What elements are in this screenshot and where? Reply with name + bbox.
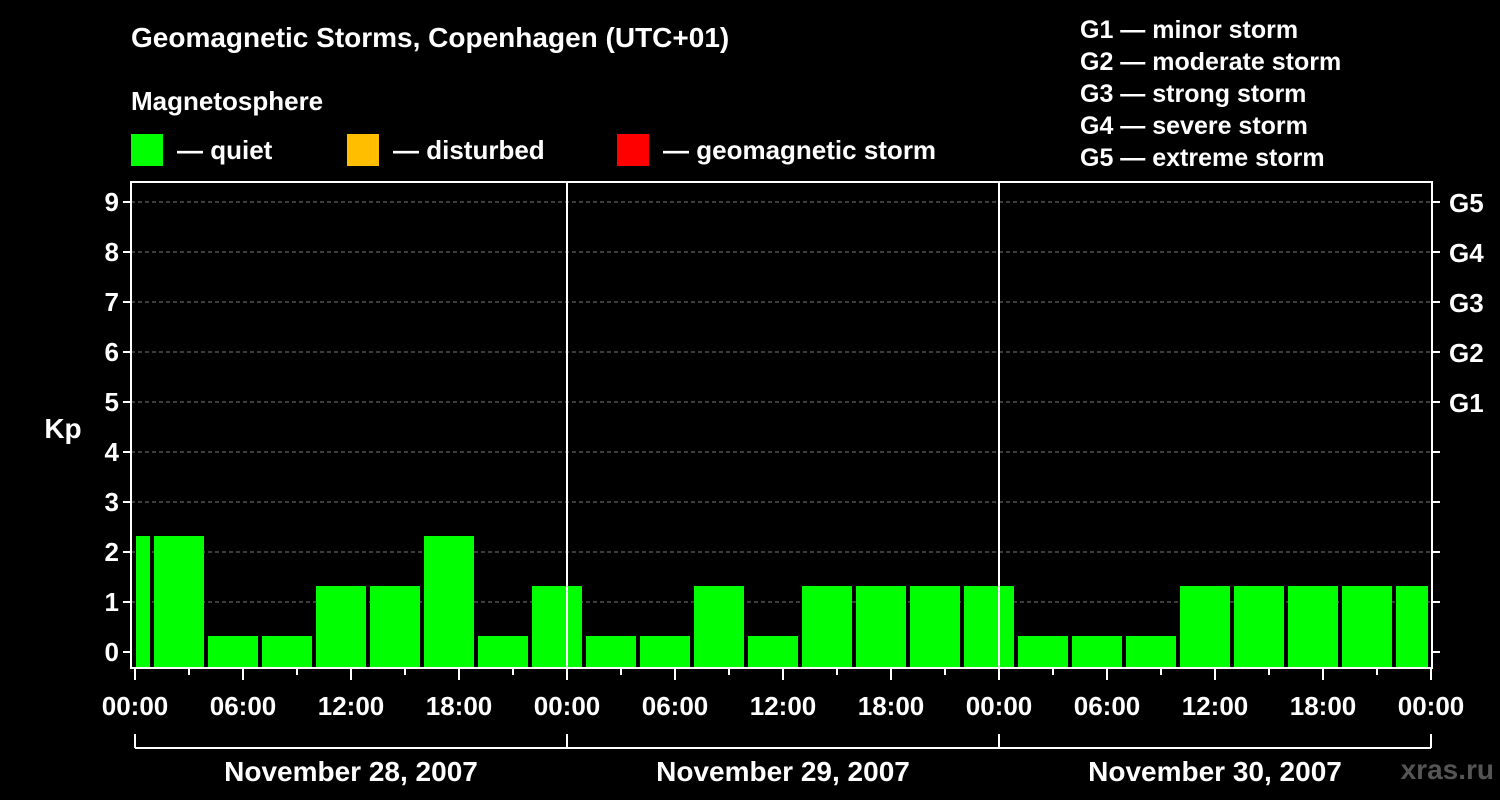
kp-bar: [478, 636, 528, 667]
kp-bar: [154, 536, 204, 667]
y-axis-label: Kp: [44, 413, 81, 444]
g-scale-label: G1: [1449, 388, 1484, 418]
kp-bar: [640, 636, 690, 667]
storm-scale-g3: G3 — strong storm: [1080, 80, 1307, 108]
y-tick-label: 4: [105, 437, 120, 467]
chart-subtitle: Magnetosphere: [131, 86, 324, 116]
legend-disturbed: — disturbed: [347, 134, 545, 166]
x-tick-label: 06:00: [1074, 691, 1141, 721]
chart-title: Geomagnetic Storms, Copenhagen (UTC+01): [131, 22, 730, 53]
x-tick-label: 18:00: [858, 691, 925, 721]
storm-scale-g5: G5 — extreme storm: [1080, 144, 1325, 172]
day-label: November 30, 2007: [1088, 756, 1342, 787]
x-tick-label: 18:00: [426, 691, 493, 721]
kp-bar: [262, 636, 312, 667]
g-scale-label: G3: [1449, 288, 1484, 318]
x-tick-label: 00:00: [966, 691, 1033, 721]
y-tick-label: 0: [105, 637, 119, 667]
kp-bar: [1072, 636, 1122, 667]
x-tick-label: 12:00: [318, 691, 385, 721]
x-tick-label: 18:00: [1290, 691, 1357, 721]
kp-bar: [1126, 636, 1176, 667]
legend-quiet-swatch: [131, 134, 163, 166]
kp-bar: [1396, 586, 1428, 667]
day-label: November 28, 2007: [224, 756, 478, 787]
kp-bar: [802, 586, 852, 667]
kp-bar: [316, 586, 366, 667]
x-tick-label: 00:00: [102, 691, 169, 721]
kp-bar: [1342, 586, 1392, 667]
g-scale-label: G4: [1449, 238, 1484, 268]
x-tick-label: 12:00: [750, 691, 817, 721]
kp-bar: [1018, 636, 1068, 667]
plot-frame: [130, 181, 1433, 669]
legend-storm-label: — geomagnetic storm: [663, 134, 937, 165]
watermark: xras.ru: [1400, 754, 1494, 785]
x-tick-label: 06:00: [642, 691, 709, 721]
kp-bar: [1180, 586, 1230, 667]
legend-storm: — geomagnetic storm: [617, 134, 936, 166]
y-tick-label: 6: [105, 337, 119, 367]
legend-storm-swatch: [617, 134, 649, 166]
x-tick-label: 06:00: [210, 691, 277, 721]
kp-bar: [1234, 586, 1284, 667]
kp-bar: [910, 586, 960, 667]
x-tick-label: 00:00: [1398, 691, 1465, 721]
legend-quiet: — quiet: [131, 134, 272, 166]
kp-bar: [424, 536, 474, 667]
g-scale-label: G5: [1449, 188, 1484, 218]
y-tick-label: 1: [105, 587, 119, 617]
kp-bar: [136, 536, 150, 667]
kp-bar: [964, 586, 1014, 667]
kp-bar: [532, 586, 582, 667]
kp-bar: [748, 636, 798, 667]
storm-scale-legend: G1 — minor storm G2 — moderate storm G3 …: [1080, 14, 1341, 174]
kp-bar: [856, 586, 906, 667]
y-tick-label: 3: [105, 487, 119, 517]
storm-scale-g1: G1 — minor storm: [1080, 16, 1299, 44]
legend-disturbed-label: — disturbed: [393, 134, 545, 165]
kp-bar: [586, 636, 636, 667]
day-label: November 29, 2007: [656, 756, 910, 787]
storm-scale-g4: G4 — severe storm: [1080, 112, 1308, 140]
x-tick-label: 12:00: [1182, 691, 1249, 721]
y-tick-label: 7: [105, 287, 119, 317]
kp-bar: [208, 636, 258, 667]
y-tick-label: 2: [105, 537, 119, 567]
y-tick-label: 5: [105, 387, 119, 417]
x-tick-label: 00:00: [534, 691, 601, 721]
kp-bar: [370, 586, 420, 667]
storm-scale-g2: G2 — moderate storm: [1080, 48, 1342, 76]
legend-quiet-label: — quiet: [177, 134, 273, 165]
g-scale-label: G2: [1449, 338, 1484, 368]
kp-bar: [694, 586, 744, 667]
y-tick-label: 8: [105, 237, 119, 267]
legend-disturbed-swatch: [347, 134, 379, 166]
kp-bar: [1288, 586, 1338, 667]
y-tick-label: 9: [105, 187, 119, 217]
